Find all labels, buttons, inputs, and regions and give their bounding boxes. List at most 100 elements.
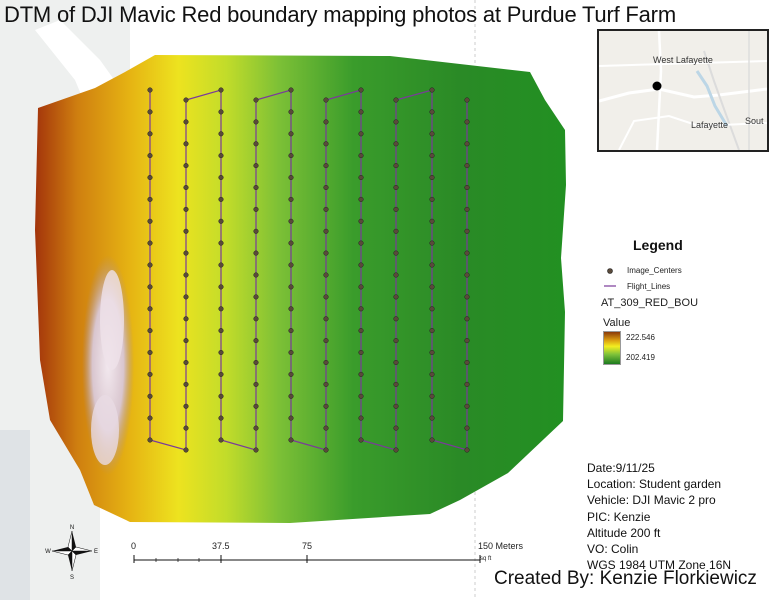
image-center-point [288,415,294,421]
image-center-point [253,228,259,234]
image-center-point [147,349,153,356]
image-center-point [183,206,189,212]
image-center-point [218,437,224,443]
image-center-point [288,262,294,268]
legend-color-ramp [603,331,621,365]
image-center-point [393,425,399,431]
legend-title: Legend [633,237,683,253]
flight-info-block: Date:9/11/25 Location: Student garden Ve… [587,460,731,573]
info-crs: WGS 1984 UTM Zone 16N [587,558,732,573]
image-center-point [393,141,399,147]
image-center-point [464,338,470,344]
image-center-point [253,119,259,125]
image-center-point [464,206,470,212]
info-pic: PIC: Kenzie [587,509,651,524]
image-center-point [288,393,294,399]
image-center-point [253,447,259,453]
image-center-point [358,153,364,159]
image-center-point [464,294,470,300]
image-center-point [358,306,364,312]
image-center-point [323,250,329,256]
image-center-point [429,262,435,268]
image-center-point [464,250,470,256]
image-center-point [393,228,399,234]
image-center-point [218,240,224,246]
image-center-point [253,141,259,147]
image-center-point [253,381,259,387]
image-center-point [218,218,224,224]
image-center-point [464,447,470,453]
image-center-point [429,328,435,334]
image-center-point [393,403,399,409]
image-center-point [323,294,329,300]
image-center-point [183,119,189,125]
image-center-symbol-icon [607,268,613,274]
image-center-point [288,328,294,334]
image-center-point [288,131,294,137]
svg-text:E: E [94,549,98,555]
image-center-point [358,328,364,334]
location-marker-icon [652,81,662,91]
image-center-point [218,328,224,334]
image-center-point [147,306,153,312]
image-center-point [147,131,153,137]
info-location: Location: Student garden [587,477,722,492]
image-center-point [358,284,364,290]
image-center-point [429,415,435,421]
image-center-point [288,371,294,377]
image-center-point [358,87,364,93]
image-center-point [323,119,329,125]
image-center-point [147,262,153,268]
image-center-point [323,272,329,278]
image-center-point [358,393,364,399]
image-center-point [323,447,329,453]
image-center-point [183,141,189,147]
image-center-point [288,306,294,312]
image-center-point [429,371,435,377]
map-title: DTM of DJI Mavic Red boundary mapping ph… [4,2,676,27]
image-center-point [183,381,189,387]
scale-label-75: 75 [302,541,313,551]
svg-text:S: S [70,575,74,581]
image-center-point [358,131,364,137]
inset-locator-map: West Lafayette Lafayette Sout [597,29,769,152]
image-center-point [358,109,364,115]
image-center-point [147,153,153,159]
image-center-point [218,262,224,268]
image-center-point [147,328,153,334]
image-center-point [147,174,153,181]
image-center-point [323,359,329,366]
image-center-point [218,196,224,202]
image-center-point [429,306,435,312]
image-center-point [323,206,329,212]
scale-bar [133,555,481,563]
info-date: Date:9/11/25 [587,461,655,475]
image-center-point [323,97,329,103]
image-center-point [429,218,435,224]
image-center-point [183,294,189,300]
legend-min-value: 202.419 [626,353,655,362]
scale-label-0: 0 [131,541,137,551]
image-center-point [393,250,399,256]
image-center-point [288,109,294,115]
image-center-point [464,184,470,191]
north-arrow: N S E W [45,525,98,581]
image-center-point [323,184,329,191]
legend-max-value: 222.546 [626,333,655,342]
image-center-point [429,284,435,290]
image-center-point [323,425,329,431]
image-center-point [393,294,399,300]
legend-layer-name: AT_309_RED_BOU [601,297,699,309]
image-center-point [358,415,364,421]
image-center-point [183,359,189,366]
image-center-point [183,97,189,103]
image-center-point [323,316,329,322]
image-center-point [288,196,294,202]
image-center-point [253,359,259,366]
image-center-point [288,284,294,290]
scale-label-150-meters: 150 Meters [478,541,524,551]
image-center-point [253,206,259,212]
image-center-point [253,294,259,300]
image-center-point [358,174,364,181]
image-center-point [393,338,399,344]
